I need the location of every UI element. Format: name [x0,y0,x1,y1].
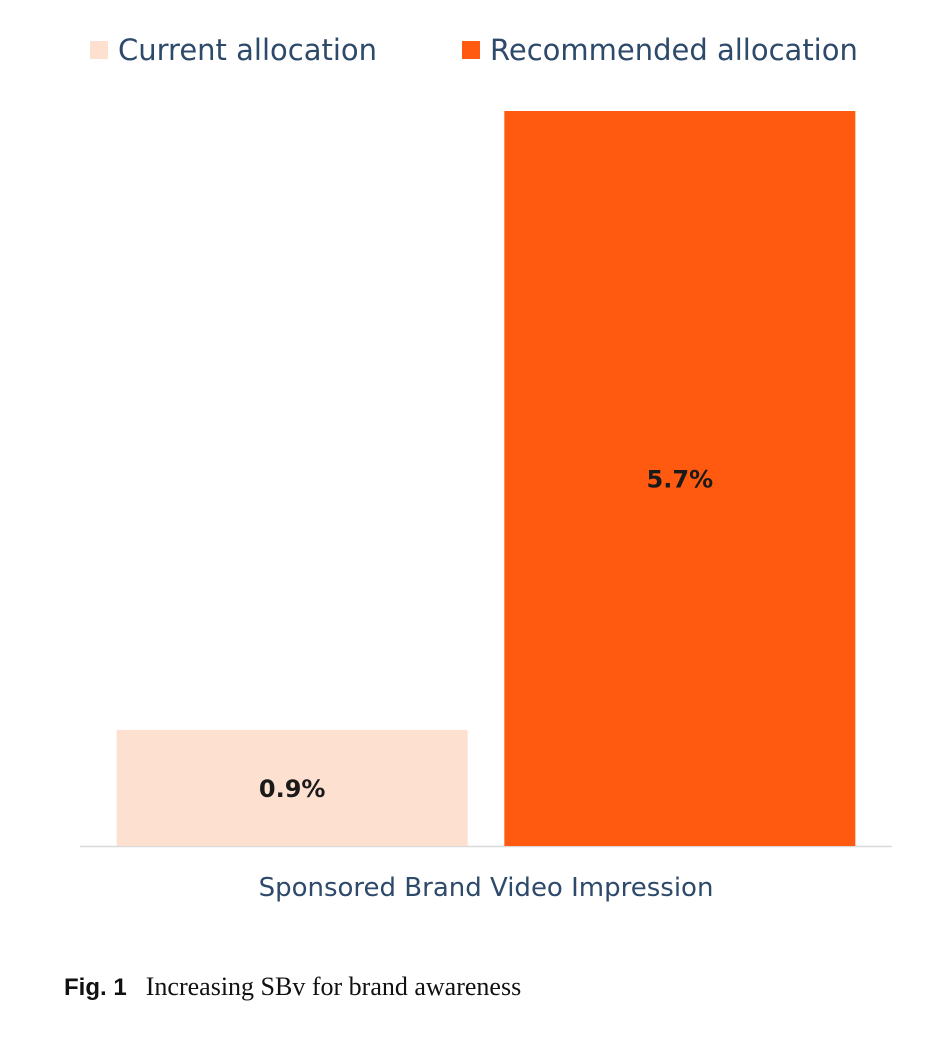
caption-label: Fig. 1 [64,974,127,1001]
x-axis-category-label: Sponsored Brand Video Impression [259,873,714,903]
legend-swatch-current [90,41,108,59]
legend-item-recommended: Recommended allocation [462,30,858,70]
legend-label-current: Current allocation [118,33,378,67]
data-label-current: 0.9% [259,775,326,803]
bars-group: 0.9% 5.7% [116,111,856,846]
data-label-recommended: 5.7% [647,466,714,494]
legend-item-current: Current allocation [90,30,377,70]
bar-current [116,729,468,846]
bar-recommended [504,111,856,846]
figure-caption: Fig. 1 Increasing SBv for brand awarenes… [64,972,521,1002]
legend-label-recommended: Recommended allocation [490,33,858,67]
legend-swatch-recommended [462,41,480,59]
caption-text: Increasing SBv for brand awareness [145,972,522,1001]
bar-chart: 0.9% 5.7% Sponsored Brand Video Impressio… [80,111,892,903]
chart-legend: Current allocation Recommended allocatio… [0,30,950,70]
